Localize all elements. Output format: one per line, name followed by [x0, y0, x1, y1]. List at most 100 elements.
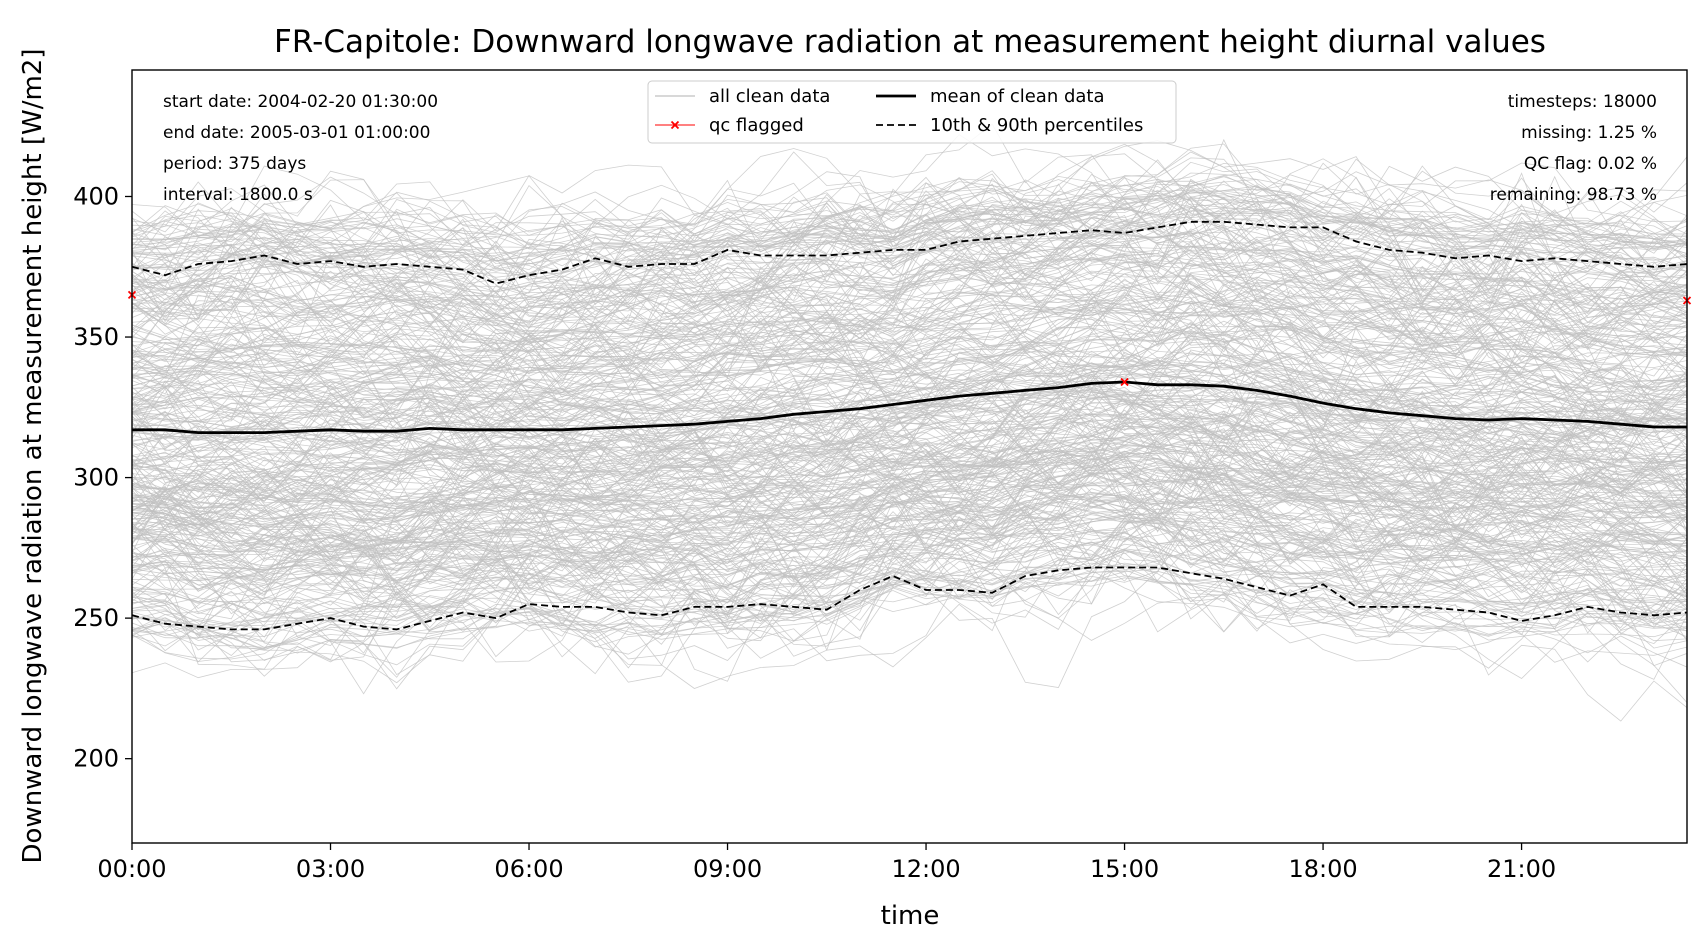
clean-data-line [132, 486, 1687, 575]
clean-data-line [132, 412, 1687, 523]
clean-data-line [132, 275, 1687, 358]
x-tick-label: 21:00 [1487, 855, 1556, 883]
clean-data-line [132, 227, 1687, 363]
clean-data-line [132, 464, 1687, 527]
clean-data-line [132, 138, 1687, 318]
y-tick-label: 300 [73, 464, 119, 492]
data-layer [127, 123, 1692, 722]
clean-data-line [132, 374, 1687, 531]
clean-data-line [132, 437, 1687, 601]
clean-data-line [132, 425, 1687, 549]
x-tick-label: 18:00 [1288, 855, 1357, 883]
chart-title: FR-Capitole: Downward longwave radiation… [274, 24, 1546, 60]
clean-data-line [132, 381, 1687, 452]
clean-data-line [132, 462, 1687, 532]
clean-data-line [132, 162, 1687, 250]
clean-data-line [132, 241, 1687, 444]
clean-data-line [132, 320, 1687, 470]
mean-line [132, 380, 1687, 435]
clean-data-line [132, 472, 1687, 558]
x-tick-label: 09:00 [693, 855, 762, 883]
clean-data-line [132, 414, 1687, 463]
clean-data-line [132, 151, 1687, 319]
clean-data-line [132, 267, 1687, 439]
clean-data-line [132, 448, 1687, 611]
clean-data-line [132, 512, 1687, 585]
y-tick-label: 400 [73, 182, 119, 210]
info-right-line: remaining: 98.73 % [1490, 185, 1657, 205]
info-right-line: missing: 1.25 % [1521, 123, 1657, 143]
axes-layer: 00:00 03:00 06:00 09:00 12:00 15:00 18:00 21:00… [73, 182, 1556, 883]
clean-data-line [132, 526, 1687, 620]
legend-swatch-qc-marker [670, 120, 680, 130]
clean-data-line [132, 222, 1687, 379]
clean-data-line [132, 276, 1687, 355]
clean-data-line [132, 470, 1687, 659]
clean-data-line [132, 325, 1687, 403]
legend-box [647, 80, 1177, 144]
clean-data-line [132, 237, 1687, 440]
clean-data-line [132, 256, 1687, 488]
clean-data-line [132, 392, 1687, 557]
clean-data-line [132, 541, 1687, 695]
clean-data-line [132, 481, 1687, 556]
clean-data-line [132, 192, 1687, 258]
legend: all clean data qc flagged mean of clean da… [647, 80, 1177, 144]
clean-data-line [132, 207, 1687, 284]
clean-data-line [132, 291, 1687, 445]
plot-frame [131, 69, 1688, 844]
clean-data-line [132, 351, 1687, 500]
clean-data-line [132, 388, 1687, 453]
clean-data-line [132, 327, 1687, 482]
clean-data-line [132, 242, 1687, 487]
info-left: start date: 2004-02-20 01:30:00 end date:… [163, 92, 438, 205]
info-right-line: timesteps: 18000 [1508, 92, 1657, 112]
clean-data-line [132, 224, 1687, 404]
clean-data-line [132, 260, 1687, 354]
clean-data-line [132, 355, 1687, 544]
info-left-line: end date: 2005-03-01 01:00:00 [163, 123, 430, 143]
clean-data-line [132, 526, 1687, 688]
clean-data-line [132, 418, 1687, 475]
clean-data-line [132, 311, 1687, 390]
legend-label: all clean data [709, 86, 830, 107]
clean-data-line [132, 562, 1687, 648]
clean-data-line [132, 273, 1687, 431]
clean-data-line [132, 172, 1687, 246]
clean-data-line [132, 353, 1687, 422]
clean-data-line [132, 254, 1687, 443]
clean-data-line [132, 446, 1687, 627]
y-tick-label: 350 [73, 323, 119, 351]
clean-data-line [132, 323, 1687, 454]
clean-data-line [132, 521, 1687, 683]
clean-data-line [132, 180, 1687, 351]
info-left-line: interval: 1800.0 s [163, 185, 313, 205]
y-tick-label: 250 [73, 604, 119, 632]
x-tick-label: 06:00 [494, 855, 563, 883]
clean-data-line [132, 301, 1687, 467]
clean-data-line [132, 474, 1687, 639]
x-axis-label: time [881, 901, 940, 931]
clean-data-line [132, 238, 1687, 291]
clean-data-line [132, 427, 1687, 510]
info-left-line: period: 375 days [163, 154, 306, 174]
clean-data-line [132, 564, 1687, 650]
clean-data-line [132, 296, 1687, 422]
clean-data-line [132, 143, 1687, 302]
clean-data-line [132, 442, 1687, 513]
clean-data-line [132, 257, 1687, 409]
clean-data-line [132, 509, 1687, 632]
clean-data-line [132, 469, 1687, 561]
y-axis-label: Downward longwave radiation at measureme… [18, 49, 48, 864]
clean-data-line [132, 140, 1687, 290]
clean-data-line [132, 165, 1687, 328]
clean-data-line [132, 243, 1687, 435]
clean-data-line [132, 275, 1687, 395]
clean-data-line [132, 557, 1687, 666]
clean-data-line [132, 549, 1687, 625]
clean-data-line [132, 232, 1687, 309]
clean-data-line [132, 337, 1687, 540]
clean-data-line [132, 200, 1687, 267]
clean-data-line [132, 191, 1687, 243]
